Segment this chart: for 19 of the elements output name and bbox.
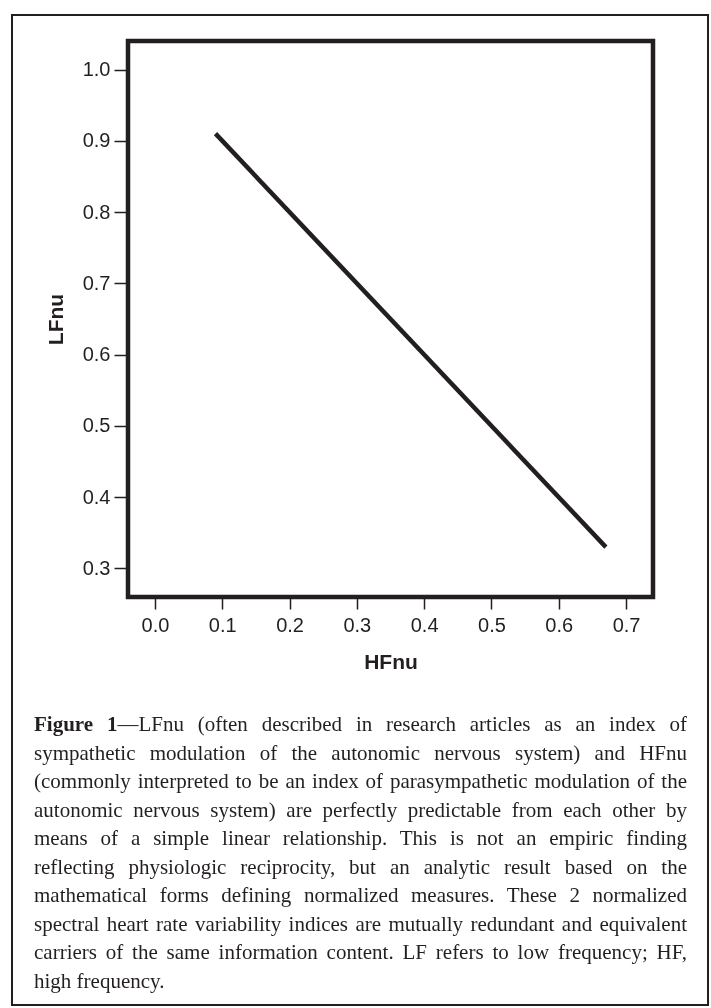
y-tick-label: 0.3 xyxy=(82,556,111,579)
x-tick-label: 0.7 xyxy=(612,613,641,636)
y-tick-label: 0.5 xyxy=(82,414,111,437)
y-tick-label: 0.8 xyxy=(82,200,111,223)
y-tick-label: 0.4 xyxy=(82,485,111,508)
y-tick-label: 0.9 xyxy=(82,129,111,152)
y-tick-label: 0.6 xyxy=(82,343,111,366)
y-axis-title: LFnu xyxy=(43,293,67,346)
x-tick-label: 0.2 xyxy=(276,613,304,636)
y-tick-label: 1.0 xyxy=(82,58,111,81)
x-tick-label: 0.3 xyxy=(343,613,372,636)
x-tick-label: 0.5 xyxy=(478,613,506,636)
x-tick-label: 0.1 xyxy=(208,613,237,636)
x-tick-label: 0.4 xyxy=(410,613,439,636)
y-tick-label: 0.7 xyxy=(82,271,111,294)
text: Figure 1—LFnu (often described in research articles as an index of sympathetic modulation of the autonomic nervous system) and HFnu (commonly interpreted to be an index of parasympathetic modulation of the autonomic nervous system) are perfectly predictable from each other by means of a simple linear relationship. This is not an empiric finding reflecting physiologic reciprocity, but an analytic result based on the mathematical forms defining normalized measures. These 2 normalized spectral heart rate variability indices are mutually redundant and equivalent carriers of the same information content. LF refers to low frequency; HF, high frequency. xyxy=(34,712,688,993)
x-tick-label: 0.6 xyxy=(545,613,574,636)
x-tick-label: 0.0 xyxy=(141,613,170,636)
x-axis-title: HFnu xyxy=(364,649,418,673)
